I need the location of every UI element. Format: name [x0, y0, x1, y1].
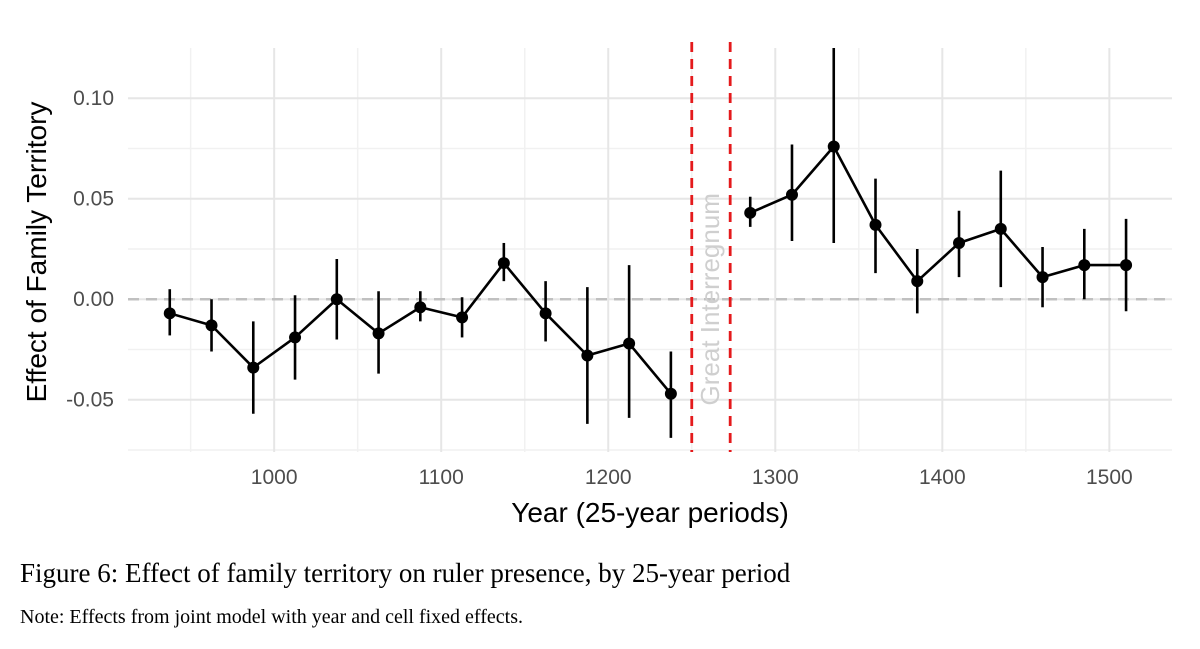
data-point — [911, 275, 924, 288]
data-point — [1036, 271, 1049, 284]
data-point — [994, 222, 1007, 235]
chart: 1000 1100 1200 1300 1400 1500 -0.05 0.00 0.05 0.1… — [21, 42, 1172, 528]
data-point — [456, 311, 469, 324]
y-tick-label: -0.05 — [66, 389, 114, 412]
figure-caption: Figure 6: Effect of family territory on … — [20, 558, 791, 588]
data-point — [539, 307, 552, 320]
x-tick-label: 1400 — [919, 466, 966, 489]
tick-labels: 1000 1100 1200 1300 1400 1500 -0.05 0.00 0.05 0.1… — [66, 87, 1133, 489]
reference-lines — [128, 42, 1172, 452]
y-axis-title: Effect of Family Territory — [21, 102, 52, 403]
data-point — [664, 387, 677, 400]
y-tick-label: 0.05 — [73, 188, 114, 211]
series-line-after — [749, 145, 1127, 283]
x-axis-title: Year (25-year periods) — [511, 497, 789, 528]
data-point — [289, 331, 302, 344]
data-point — [1078, 259, 1091, 272]
data-point — [330, 293, 343, 306]
data-point — [785, 188, 798, 201]
data-point — [414, 301, 427, 314]
data-series — [163, 48, 1133, 438]
data-point — [744, 206, 757, 219]
y-tick-label: 0.00 — [73, 288, 114, 311]
x-tick-label: 1200 — [585, 466, 632, 489]
data-point — [497, 257, 510, 270]
x-tick-label: 1500 — [1086, 466, 1133, 489]
data-point — [247, 361, 260, 374]
figure-note: Note: Effects from joint model with year… — [20, 606, 523, 628]
y-tick-label: 0.10 — [73, 87, 114, 110]
data-point — [581, 349, 594, 362]
great-interregnum-label: Great Interregnum — [695, 193, 725, 405]
data-point — [163, 307, 176, 320]
data-point — [623, 337, 636, 350]
data-point — [953, 236, 966, 249]
series-line-before — [169, 261, 672, 395]
data-point — [205, 319, 218, 332]
x-tick-label: 1300 — [752, 466, 799, 489]
data-point — [827, 140, 840, 153]
x-tick-label: 1000 — [251, 466, 298, 489]
x-tick-label: 1100 — [419, 466, 464, 489]
data-point — [1120, 259, 1133, 272]
data-point — [372, 327, 385, 340]
data-point — [869, 218, 882, 231]
grid — [128, 48, 1172, 452]
